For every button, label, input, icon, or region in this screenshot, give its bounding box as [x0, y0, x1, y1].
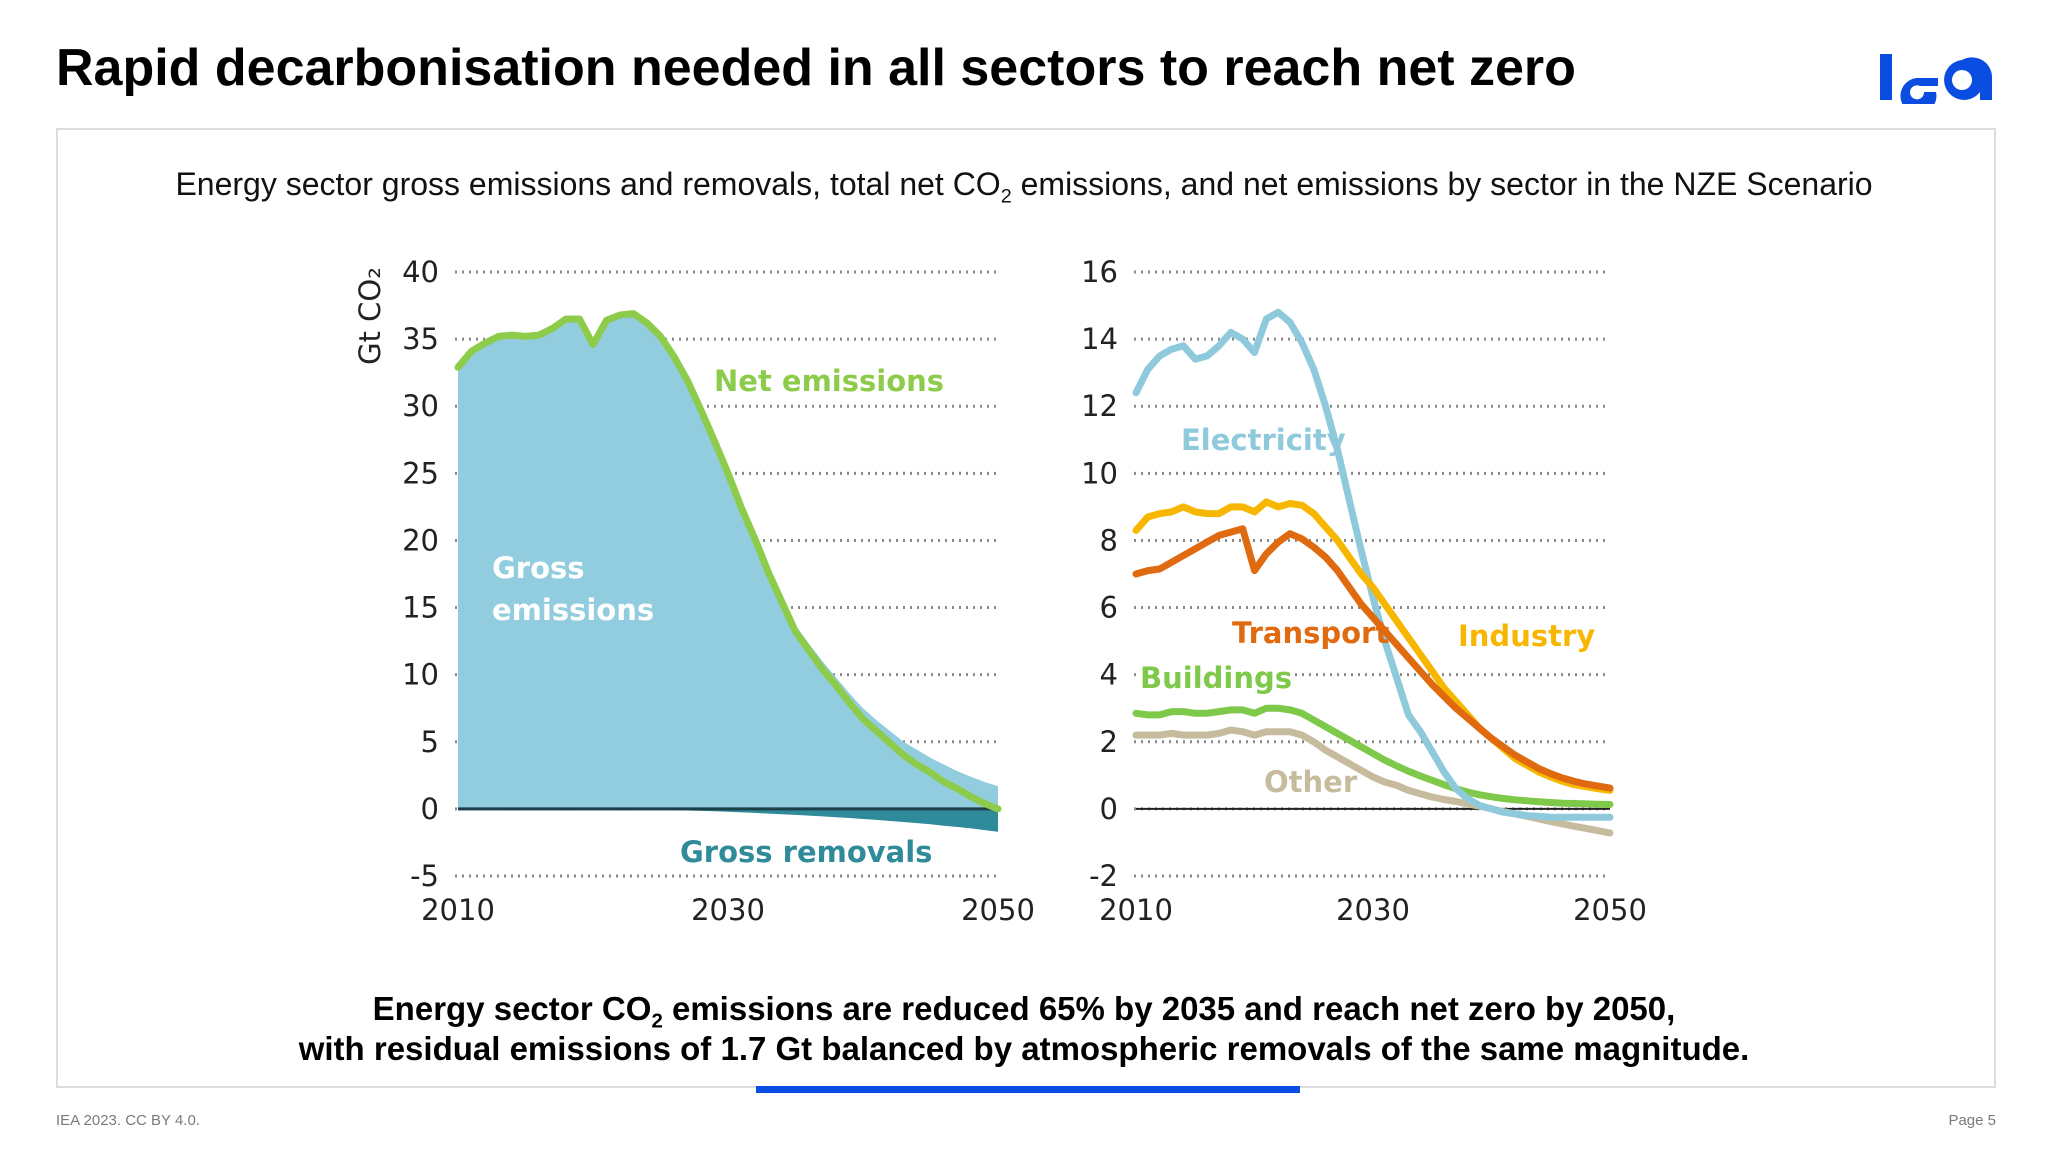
right-y-tick: 12	[1081, 389, 1118, 423]
left-y-tick: 30	[402, 389, 439, 423]
left-y-tick: 0	[421, 792, 439, 826]
label-buildings: Buildings	[1140, 661, 1292, 695]
caption-line-2: with residual emissions of 1.7 Gt balanc…	[298, 1030, 1750, 1067]
electricity-line	[1132, 308, 1614, 821]
left-x-tick: 2050	[961, 893, 1035, 927]
chart-subtitle: Energy sector gross emissions and remova…	[175, 166, 1873, 208]
right-y-tick: 4	[1100, 658, 1118, 692]
y-axis-label: Gt CO₂	[353, 267, 387, 365]
footer-page-number: Page 5	[1948, 1112, 1996, 1129]
right-y-tick: 0	[1100, 792, 1118, 826]
left-y-tick: 25	[402, 456, 439, 490]
right-y-tick: 2	[1100, 725, 1118, 759]
accent-bar	[756, 1086, 1300, 1093]
right-x-tick: 2010	[1099, 893, 1173, 927]
caption-line-1: Energy sector CO2 emissions are reduced …	[372, 990, 1676, 1033]
left-y-tick: -5	[410, 859, 439, 893]
buildings-line	[1132, 704, 1614, 808]
right-chart: -2 0 2 4 6 8 10 12 14 16 2010 2030 2050 Electricity In…	[1081, 255, 1647, 927]
label-gross-removals: Gross removals	[680, 835, 932, 869]
right-y-tick: 8	[1100, 523, 1118, 557]
page-title: Rapid decarbonisation needed in all sect…	[56, 39, 1576, 97]
label-gross-emissions: emissions	[492, 593, 654, 627]
transport-line	[1132, 525, 1614, 792]
label-industry: Industry	[1458, 619, 1595, 653]
label-other: Other	[1264, 765, 1358, 799]
footer-credit: IEA 2023. CC BY 4.0.	[56, 1112, 200, 1129]
iea-logo	[1880, 54, 1993, 104]
gross-removals-area	[458, 808, 998, 832]
right-y-tick: 10	[1081, 456, 1118, 490]
gross-emissions-area	[458, 312, 998, 809]
label-net-emissions: Net emissions	[714, 364, 944, 398]
left-x-tick: 2010	[421, 893, 495, 927]
net-emissions-line	[454, 310, 1002, 813]
left-y-tick: 20	[402, 523, 439, 557]
right-y-tick: 14	[1081, 322, 1118, 356]
left-y-tick: 5	[421, 725, 439, 759]
right-x-tick: 2050	[1573, 893, 1647, 927]
right-y-tick: 6	[1100, 591, 1118, 625]
right-y-tick: -2	[1089, 859, 1118, 893]
left-y-tick: 10	[402, 658, 439, 692]
right-x-tick: 2030	[1336, 893, 1410, 927]
left-y-tick: 40	[402, 255, 439, 289]
label-gross-emissions: Gross	[492, 551, 585, 585]
right-y-tick: 16	[1081, 255, 1118, 289]
label-electricity: Electricity	[1181, 423, 1346, 457]
label-backdrop	[1136, 658, 1286, 696]
left-y-tick: 35	[402, 322, 439, 356]
left-x-tick: 2030	[691, 893, 765, 927]
left-chart: -5 0 5 10 15 20 25 30 35 40 2010 2030 2050 Gt CO₂ Net …	[353, 255, 1035, 927]
label-transport: Transport	[1232, 616, 1389, 650]
left-y-tick: 15	[402, 591, 439, 625]
